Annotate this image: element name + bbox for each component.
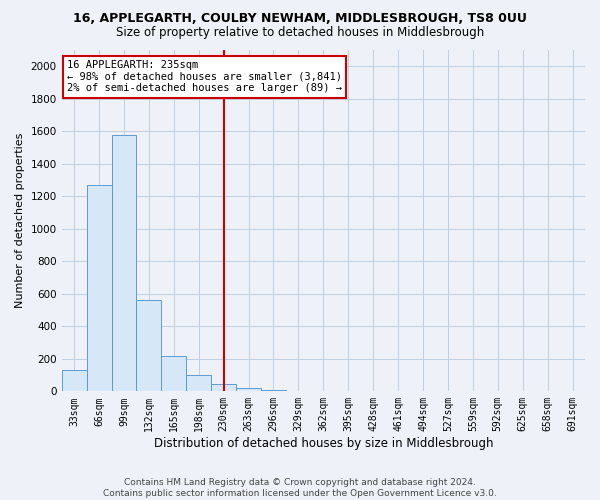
Bar <box>161 356 186 392</box>
X-axis label: Distribution of detached houses by size in Middlesbrough: Distribution of detached houses by size … <box>154 437 493 450</box>
Bar <box>286 390 311 392</box>
Bar <box>136 300 161 392</box>
Bar <box>112 134 136 392</box>
Text: 16, APPLEGARTH, COULBY NEWHAM, MIDDLESBROUGH, TS8 0UU: 16, APPLEGARTH, COULBY NEWHAM, MIDDLESBR… <box>73 12 527 26</box>
Y-axis label: Number of detached properties: Number of detached properties <box>15 133 25 308</box>
Bar <box>86 185 112 392</box>
Bar <box>261 390 286 392</box>
Bar <box>62 370 86 392</box>
Bar <box>236 388 261 392</box>
Text: 16 APPLEGARTH: 235sqm
← 98% of detached houses are smaller (3,841)
2% of semi-de: 16 APPLEGARTH: 235sqm ← 98% of detached … <box>67 60 342 94</box>
Bar <box>186 375 211 392</box>
Bar <box>211 384 236 392</box>
Text: Size of property relative to detached houses in Middlesbrough: Size of property relative to detached ho… <box>116 26 484 39</box>
Text: Contains HM Land Registry data © Crown copyright and database right 2024.
Contai: Contains HM Land Registry data © Crown c… <box>103 478 497 498</box>
